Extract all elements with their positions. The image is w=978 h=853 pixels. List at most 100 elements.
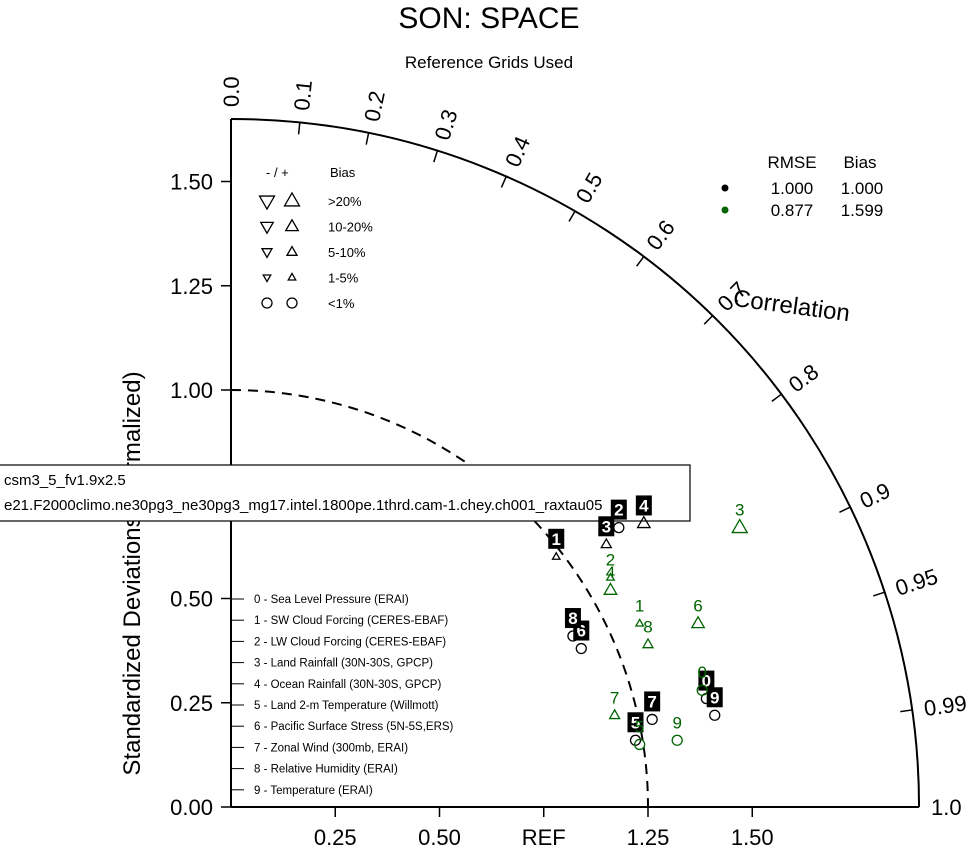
x-tick-label: REF: [522, 825, 566, 850]
correlation-tick-label: 0.95: [892, 564, 940, 601]
series-2-point-0-label: 0: [697, 663, 706, 682]
series-1-point-3-label-bg: [598, 516, 615, 537]
correlation-tick-label-group: 0.95: [892, 564, 940, 601]
x-tick-label: 1.25: [627, 825, 670, 850]
series-2-point-2-label: 2: [606, 551, 615, 570]
case-label-box: [0, 464, 691, 522]
series-2-point-1-label: 1: [635, 597, 644, 616]
outer-correlation-arc: [230, 117, 921, 808]
x-tick-label: 0.50: [418, 825, 461, 850]
correlation-tick-label: 0.99: [922, 690, 968, 721]
series-1-point-3-marker: [600, 537, 613, 549]
series-1-point-0-label: 0: [702, 672, 711, 691]
series-1-point-4-label: 4: [639, 496, 649, 515]
correlation-tick: [873, 591, 885, 597]
bias-legend-label: <1%: [328, 296, 355, 311]
series-1-point-8-label: 8: [568, 609, 577, 628]
bias-legend-up-triangle: [283, 191, 301, 207]
series-1-point-6-marker: [575, 642, 587, 655]
y-axis-label-group: Standardized Deviations (Normalized): [119, 371, 146, 775]
series-2-point-9-marker: [671, 734, 683, 746]
correlation-tick-label-group: 1.0: [931, 795, 962, 820]
series-1-point-8-marker: [567, 630, 579, 642]
y-tick-label: 0.50: [170, 587, 213, 612]
correlation-tick-label: 1.0: [931, 795, 962, 820]
series-2-point-5-label: 5: [635, 717, 644, 736]
x-tick-label: 0.25: [314, 825, 357, 850]
bias-legend-down-triangle: [260, 248, 274, 259]
y-tick-label: 1.25: [170, 274, 213, 299]
series-2-point-9-label: 9: [672, 713, 681, 732]
variable-legend-item: 8 - Relative Humidity (ERAI): [254, 764, 398, 776]
bias-legend-down-triangle: [258, 195, 276, 211]
series-1-point-6-label: 6: [577, 622, 586, 641]
correlation-tick-label: 0.8: [784, 359, 823, 397]
series-1-point-7-marker: [646, 713, 658, 726]
series-1-point-5-label-bg: [627, 712, 644, 733]
variable-legend-item: 7 - Zonal Wind (300mb, ERAI): [254, 742, 408, 754]
rmse-table-bias: 1.000: [841, 179, 884, 198]
series-1-point-1-label: 1: [552, 530, 561, 549]
variable-legend-item: 4 - Ocean Rainfall (30N-30S, GPCP): [254, 679, 441, 691]
correlation-tick-label-group: 0.4: [500, 133, 535, 171]
bias-legend-down-triangle: [259, 221, 275, 235]
y-tick-label: 0.00: [170, 795, 213, 820]
bias-legend-circle-neg: [261, 297, 273, 309]
series-2-point-3-marker: [731, 518, 749, 534]
correlation-tick: [900, 709, 913, 713]
series-1-point-1-label-bg: [548, 528, 565, 549]
correlation-tick-label-group: 0.2: [359, 89, 390, 124]
variable-legend-item: 3 - Land Rainfall (30N-30S, GPCP): [254, 658, 433, 670]
bias-legend-up-triangle: [285, 245, 299, 256]
bias-legend-label: 10-20%: [328, 220, 373, 235]
correlation-tick-label: 0.9: [856, 478, 894, 514]
bias-legend-up-triangle: [284, 218, 300, 232]
series-1-point-2-label-bg: [610, 499, 627, 520]
correlation-tick: [297, 122, 301, 135]
correlation-tick-label: 0.6: [641, 215, 679, 254]
correlation-tick: [771, 393, 782, 402]
correlation-tick-label-group: 0.6: [641, 215, 679, 254]
series-1-point-3-label: 3: [602, 517, 611, 536]
x-tick-label: 1.50: [731, 825, 774, 850]
series-1-point-2-marker: [613, 521, 625, 534]
series-2-point-0-marker: [696, 684, 708, 696]
variable-legend-item: 5 - Land 2-m Temperature (Willmott): [254, 700, 439, 712]
series-1-point-1-marker: [551, 551, 562, 560]
bias-legend-sign-header: - / +: [266, 165, 289, 180]
series-2-point-7-label: 7: [610, 688, 619, 707]
series-1-point-5-label: 5: [631, 713, 640, 732]
rmse-table-value: 1.000: [771, 179, 814, 198]
variable-legend-item: 0 - Sea Level Pressure (ERAI): [254, 594, 409, 606]
correlation-tick-label-group: 0.3: [430, 106, 463, 143]
bias-legend-circle-pos: [286, 297, 298, 309]
bias-legend-bias-header: Bias: [330, 165, 356, 180]
correlation-tick-label: 0.2: [359, 89, 390, 124]
variable-legend-item: 9 - Temperature (ERAI): [254, 785, 373, 797]
correlation-axis-label-group: Correlation: [732, 285, 852, 327]
bias-legend-label: 5-10%: [328, 245, 366, 260]
correlation-tick: [365, 132, 370, 145]
y-axis-label: Standardized Deviations (Normalized): [119, 371, 146, 775]
rmse-header: RMSE: [767, 153, 816, 172]
variable-legend-item: 2 - LW Cloud Forcing (CERES-EBAF): [254, 636, 446, 648]
correlation-tick-label-group: 0.1: [289, 79, 317, 112]
correlation-tick-label-group: 0.5: [571, 168, 608, 207]
series-1-point-7-label-bg: [644, 691, 661, 712]
series-1-point-9-label-bg: [706, 687, 723, 708]
correlation-tick-label: 0.3: [430, 106, 463, 143]
bias-legend-label: >20%: [328, 194, 362, 209]
chart-title: SON: SPACE: [398, 2, 580, 35]
variable-legend-item: 6 - Pacific Surface Stress (5N-5S,ERS): [254, 721, 454, 733]
series-1-point-9-label: 9: [710, 688, 719, 707]
correlation-tick: [839, 506, 851, 513]
series-2-point-1-marker: [634, 618, 645, 627]
correlation-tick-label-group: 0.9: [856, 478, 894, 514]
rmse-table-dot: [721, 206, 729, 214]
correlation-axis-label: Correlation: [732, 285, 852, 327]
rmse-table-value: 0.877: [771, 201, 814, 220]
series-2-point-8-label: 8: [643, 617, 652, 636]
bias-legend-up-triangle: [287, 272, 297, 281]
series-2-point-7-marker: [608, 708, 621, 720]
